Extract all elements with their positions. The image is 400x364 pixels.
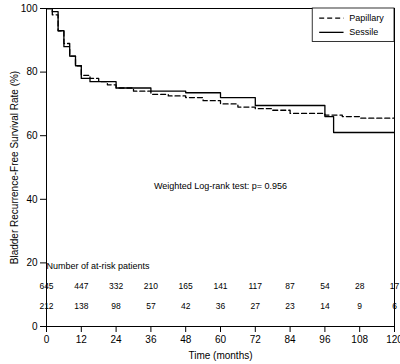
svg-text:141: 141 <box>213 281 227 291</box>
svg-text:23: 23 <box>285 301 295 311</box>
svg-text:645: 645 <box>39 281 53 291</box>
svg-text:36: 36 <box>216 301 226 311</box>
svg-text:447: 447 <box>74 281 88 291</box>
svg-text:9: 9 <box>357 301 362 311</box>
svg-text:Papillary: Papillary <box>349 13 384 23</box>
svg-text:100: 100 <box>21 3 38 14</box>
svg-text:120: 120 <box>386 334 400 345</box>
svg-text:80: 80 <box>26 66 38 77</box>
svg-text:0: 0 <box>44 334 50 345</box>
svg-text:212: 212 <box>39 301 53 311</box>
svg-text:60: 60 <box>26 130 38 141</box>
svg-text:36: 36 <box>145 334 157 345</box>
svg-text:138: 138 <box>74 301 88 311</box>
svg-text:17: 17 <box>390 281 400 291</box>
svg-text:332: 332 <box>109 281 123 291</box>
svg-text:117: 117 <box>249 281 263 291</box>
svg-text:84: 84 <box>285 334 297 345</box>
svg-text:165: 165 <box>179 281 193 291</box>
svg-text:Weighted Log-rank test: p= 0.9: Weighted Log-rank test: p= 0.956 <box>154 181 287 191</box>
svg-text:40: 40 <box>26 194 38 205</box>
svg-text:54: 54 <box>320 281 330 291</box>
svg-text:20: 20 <box>26 257 38 268</box>
svg-text:28: 28 <box>355 281 365 291</box>
svg-text:Time (months): Time (months) <box>188 350 252 361</box>
svg-text:Sessile: Sessile <box>349 27 378 37</box>
svg-text:14: 14 <box>320 301 330 311</box>
svg-text:72: 72 <box>250 334 262 345</box>
svg-text:57: 57 <box>146 301 156 311</box>
svg-text:Number of at-risk patients: Number of at-risk patients <box>47 261 151 271</box>
svg-text:24: 24 <box>111 334 123 345</box>
svg-text:27: 27 <box>251 301 261 311</box>
svg-text:42: 42 <box>181 301 191 311</box>
svg-text:6: 6 <box>392 301 397 311</box>
svg-text:48: 48 <box>180 334 192 345</box>
svg-text:60: 60 <box>215 334 227 345</box>
svg-text:0: 0 <box>32 321 38 332</box>
svg-text:87: 87 <box>285 281 295 291</box>
svg-text:12: 12 <box>76 334 88 345</box>
svg-text:96: 96 <box>319 334 331 345</box>
svg-text:98: 98 <box>111 301 121 311</box>
svg-text:210: 210 <box>144 281 158 291</box>
svg-text:108: 108 <box>351 334 368 345</box>
svg-text:Bladder Recurrence-Free Surviv: Bladder Recurrence-Free Survival Rate (%… <box>9 71 20 264</box>
